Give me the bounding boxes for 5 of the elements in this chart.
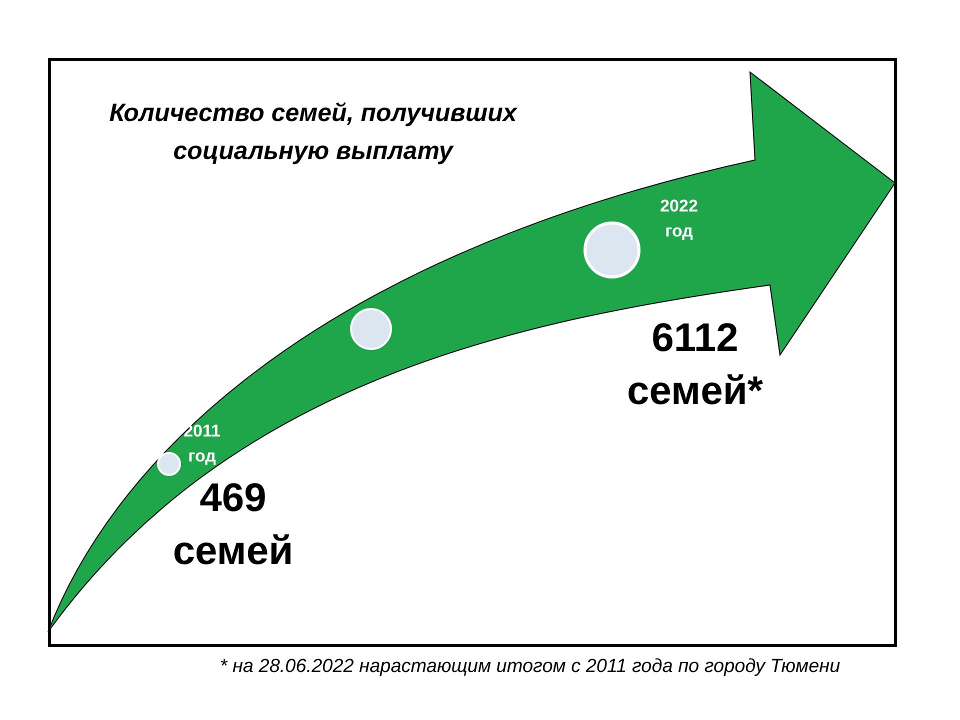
- category-label: 2022 год: [660, 196, 698, 241]
- data-label: 469 семей: [172, 476, 294, 574]
- text: * на 28.06.2022 нарастающим итогом с 2011 года по городу Тюмени: [218, 656, 842, 678]
- text: Количество семей, получивших социальную выплату: [108, 98, 518, 167]
- data-label: 6112 семей*: [627, 316, 764, 414]
